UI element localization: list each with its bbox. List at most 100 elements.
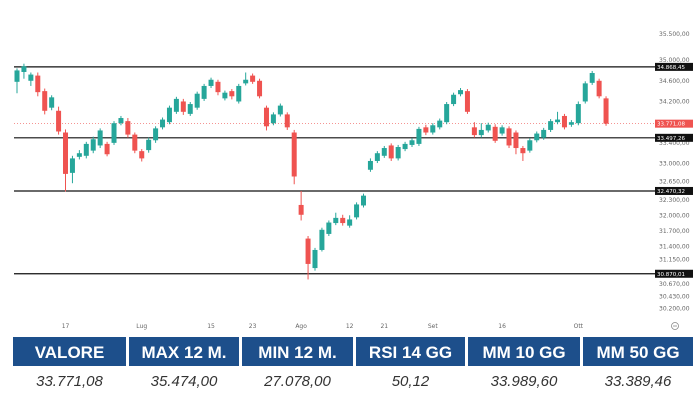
candle-body	[28, 74, 34, 81]
header-rsi-14gg: RSI 14 GG	[356, 337, 468, 366]
candle-body	[347, 219, 353, 226]
candle-body	[326, 222, 332, 234]
candle-body	[35, 75, 41, 93]
candle-body	[374, 153, 380, 161]
value-min-12m: 27.078,00	[242, 366, 356, 397]
candle-body	[520, 148, 526, 154]
candle-body	[568, 122, 574, 125]
candle-body	[589, 73, 595, 83]
candlestick-chart-svg[interactable]: 35.500,00 35.000,00 34.600,00 34.200,00 33.4…	[0, 0, 700, 335]
candle-body	[416, 128, 422, 144]
candle-body	[548, 121, 554, 130]
candle-body	[506, 128, 512, 146]
candle-body	[444, 104, 450, 123]
candle-body	[132, 134, 138, 151]
candle-body	[236, 85, 242, 102]
candle-body	[458, 90, 464, 95]
y-tick-label: 32.650,00	[659, 179, 690, 186]
candle-body	[69, 158, 75, 173]
candle-body	[111, 123, 117, 143]
candle-body	[319, 229, 325, 250]
candle-body	[284, 114, 290, 128]
candle-body	[361, 195, 366, 206]
stats-value-row: 33.771,08 35.474,00 27.078,00 50,12 33.9…	[13, 366, 693, 397]
y-tick-label: 33.400,00	[659, 140, 690, 147]
x-tick-label: 23	[249, 323, 257, 330]
candle-body	[257, 80, 263, 97]
value-mm-10gg: 33.989,60	[468, 366, 583, 397]
x-tick-label: Lug	[136, 323, 147, 330]
candle-body	[541, 129, 547, 138]
header-mm-10gg: MM 10 GG	[468, 337, 583, 366]
candle-body	[166, 107, 172, 123]
stats-table: VALORE MAX 12 M. MIN 12 M. RSI 14 GG MM …	[13, 337, 693, 397]
level-label-box	[655, 186, 693, 195]
candle-body	[298, 204, 304, 215]
candle-body	[437, 120, 443, 128]
candle-body	[250, 75, 256, 82]
y-tick-label: 31.400,00	[659, 243, 690, 250]
header-valore: VALORE	[13, 337, 129, 366]
candle-body	[367, 160, 373, 170]
candle-body	[451, 94, 457, 105]
header-min-12m: MIN 12 M.	[242, 337, 356, 366]
candle-body	[118, 118, 124, 124]
candle-body	[409, 140, 415, 145]
candle-body	[485, 124, 491, 131]
candle-body	[146, 139, 152, 151]
zoom-out-icon[interactable]	[671, 322, 679, 330]
candle-body	[215, 81, 221, 93]
candle-body	[312, 249, 318, 269]
x-tick-label: Ago	[295, 323, 307, 330]
candle-body	[14, 70, 20, 82]
candle-body	[402, 143, 408, 150]
candle-body	[575, 104, 581, 124]
candle-body	[243, 79, 249, 84]
candle-body	[263, 107, 269, 127]
value-max-12m: 35.474,00	[129, 366, 242, 397]
candle-body	[97, 130, 103, 146]
candle-body	[513, 132, 519, 149]
price-chart[interactable]: 35.500,00 35.000,00 34.600,00 34.200,00 33.4…	[0, 0, 700, 335]
candle-body	[76, 153, 82, 157]
y-tick-label: 35.000,00	[659, 57, 690, 64]
candle-body	[187, 104, 193, 114]
candle-body	[527, 140, 533, 151]
x-tick-label: 16	[498, 323, 506, 330]
candle-body	[395, 147, 401, 159]
candle-body	[153, 128, 159, 141]
x-tick-label: 12	[346, 323, 354, 330]
header-max-12m: MAX 12 M.	[129, 337, 242, 366]
candle-body	[270, 114, 276, 124]
candle-body	[534, 133, 540, 141]
y-tick-label: 33.000,00	[659, 161, 690, 168]
candle-body	[194, 93, 200, 108]
candle-body	[83, 143, 89, 156]
candle-body	[160, 119, 166, 128]
y-tick-label: 30.200,00	[659, 305, 690, 312]
candle-body	[388, 145, 394, 159]
y-tick-label: 30.430,00	[659, 294, 690, 301]
candle-body	[222, 92, 228, 99]
value-rsi-14gg: 50,12	[356, 366, 468, 397]
x-tick-label: 17	[62, 323, 70, 330]
candle-body	[201, 85, 207, 99]
y-tick-label: 31.150,00	[659, 256, 690, 263]
candle-body	[208, 79, 214, 86]
y-tick-label: 31.700,00	[659, 228, 690, 235]
candle-body	[291, 132, 297, 177]
candle-body	[423, 127, 429, 133]
y-tick-label: 35.500,00	[659, 31, 690, 38]
candle-body	[499, 127, 505, 134]
candle-body	[42, 91, 48, 111]
y-tick-label: 32.300,00	[659, 197, 690, 204]
candle-body	[464, 91, 470, 112]
last-price-label: 33.771,08	[657, 122, 685, 128]
candle-body	[125, 121, 131, 135]
candle-body	[381, 148, 387, 156]
candle-body	[582, 83, 588, 102]
y-tick-label: 34.600,00	[659, 78, 690, 85]
candle-body	[354, 204, 360, 218]
candle-body	[305, 238, 311, 264]
candle-body	[603, 98, 609, 124]
